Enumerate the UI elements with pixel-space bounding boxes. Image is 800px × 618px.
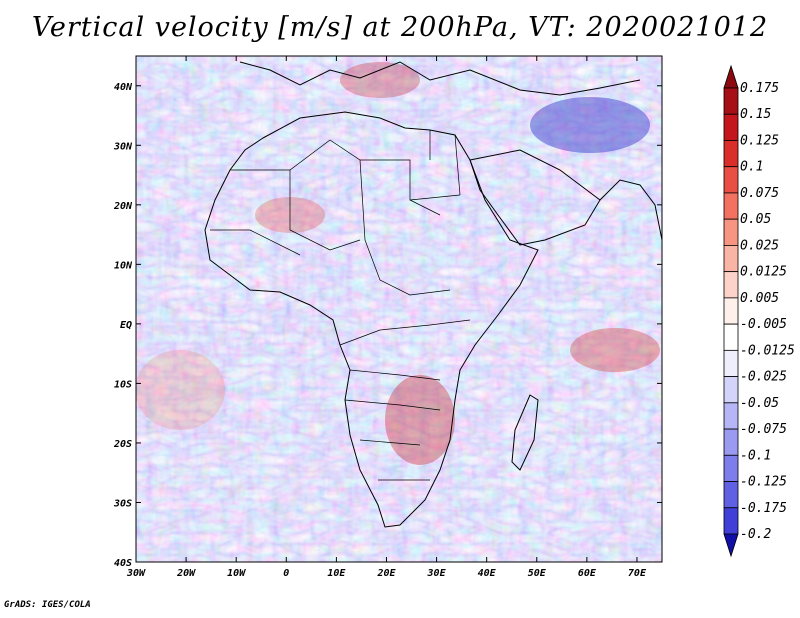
lon-tick-label: 30E: [427, 568, 447, 579]
colorbar-segment: [723, 192, 739, 220]
colorbar-label: 0.0125: [740, 265, 787, 280]
colorbar-label: -0.005: [740, 317, 787, 332]
lat-tick-label: 40S: [114, 558, 132, 569]
colorbar-segment: [723, 376, 739, 404]
colorbar-label: 0.125: [740, 133, 779, 148]
lon-tick-label: 20W: [176, 568, 196, 579]
lat-tick-label: 10S: [114, 379, 132, 390]
lat-tick-label: 20S: [113, 439, 132, 450]
colorbar-label: -0.175: [740, 501, 787, 516]
colorbar-label: -0.1: [740, 448, 771, 463]
colorbar-segment: [723, 323, 739, 351]
coastlines: [204, 61, 662, 528]
colorbar-label: 0.075: [740, 186, 779, 201]
colorbar-segment: [723, 87, 739, 115]
colorbar-segment: [723, 245, 739, 273]
longitude-axis: 30W 20W 10W 0 10E 20E 30E 40E 50E 60E 70E: [126, 56, 647, 579]
plot-frame: [135, 55, 663, 563]
colorbar-top-arrow: [723, 64, 739, 89]
lat-tick-label: 10N: [114, 260, 133, 271]
colorbar-label: -0.025: [740, 370, 787, 385]
colorbar-label: -0.05: [740, 396, 779, 411]
colorbar-segment: [723, 454, 739, 482]
latitude-axis: 40N 30N 20N 10N EQ 10S 20S 30S 40S: [113, 82, 662, 569]
lon-tick-label: 50E: [528, 568, 547, 579]
lon-tick-label: 10E: [327, 568, 346, 579]
colorbar-segment: [723, 166, 739, 194]
colorbar-segment: [723, 113, 739, 141]
lat-tick-label: 20N: [113, 201, 133, 212]
lon-tick-label: 40E: [478, 568, 497, 579]
lon-tick-label: 10W: [227, 568, 246, 579]
colorbar-segment: [723, 218, 739, 246]
vertical-velocity-field: [136, 56, 662, 562]
lat-tick-label: 40N: [114, 82, 133, 93]
lon-tick-label: 60E: [578, 568, 597, 579]
colorbar-label: 0.15: [740, 107, 771, 122]
colorbar-segment: [723, 140, 739, 168]
colorbar-label: 0.1: [740, 160, 763, 175]
page-title: Vertical velocity [m/s] at 200hPa, VT: 2…: [31, 12, 769, 43]
lat-tick-label: 30N: [113, 141, 133, 152]
colorbar-segment: [723, 271, 739, 299]
colorbar-label: -0.125: [740, 475, 787, 490]
colorbar-segment: [723, 349, 739, 377]
lat-tick-label: 30S: [113, 498, 132, 509]
colorbar-label: 0.005: [740, 291, 779, 306]
colorbar: 0.175 0.15 0.125 0.1 0.075 0.05 0.025 0.0125 0.0…: [723, 64, 795, 558]
lon-tick-label: 70E: [628, 568, 647, 579]
colorbar-label: 0.05: [740, 212, 771, 227]
colorbar-bottom-arrow: [723, 533, 739, 558]
credit-text: GrADS: IGES/COLA: [4, 600, 91, 610]
colorbar-label: -0.0125: [740, 343, 795, 358]
colorbar-label: -0.2: [740, 527, 771, 542]
lon-tick-label: 30W: [126, 568, 146, 579]
colorbar-segment: [723, 428, 739, 456]
colorbar-segment: [723, 507, 739, 535]
lat-tick-label: EQ: [120, 320, 132, 331]
colorbar-label: -0.075: [740, 422, 787, 437]
country-borders: [210, 130, 471, 481]
lon-tick-label: 20E: [376, 568, 396, 579]
lon-tick-label: 0: [283, 568, 289, 579]
colorbar-segment: [723, 297, 739, 325]
colorbar-label: 0.025: [740, 238, 779, 253]
colorbar-segment: [723, 481, 739, 509]
colorbar-segment: [723, 402, 739, 430]
colorbar-label: 0.175: [740, 81, 779, 96]
